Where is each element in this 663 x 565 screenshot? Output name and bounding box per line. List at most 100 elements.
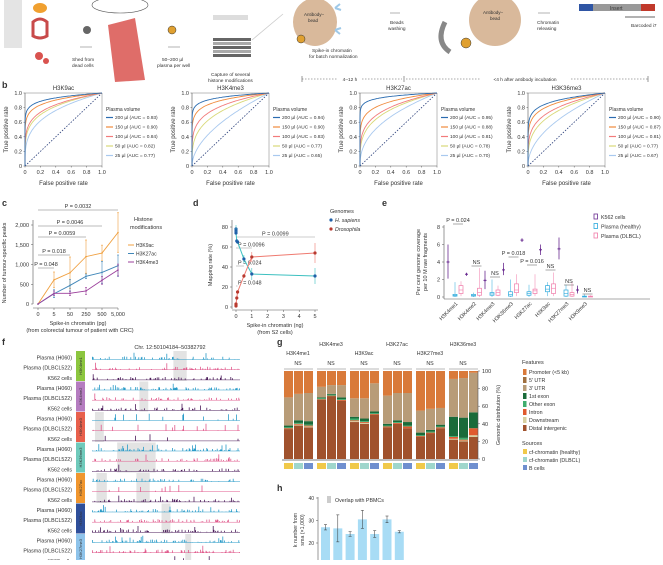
x-axis-label: Spike-in chromatin (pg) [50, 321, 107, 327]
category-label: H3K4me2 [457, 301, 478, 322]
series-line-H3K27ac [38, 266, 118, 304]
bar-segment-3′ UTR [360, 398, 369, 418]
bar-segment-1st exon [350, 417, 359, 419]
sample-label: K562 cells [48, 376, 73, 382]
bar-segment-Downstream [350, 421, 359, 422]
data-point [101, 280, 103, 282]
bar-segment-1st exon [317, 397, 326, 398]
data-point [53, 293, 55, 295]
legend-label: H3K4me3 [136, 260, 158, 266]
y-tick-label: 20 [222, 285, 228, 291]
panel-label-b: b [2, 80, 8, 90]
p-value-label: P = 0.018 [42, 249, 66, 255]
bar-segment-Other exon [284, 427, 293, 428]
x-tick-label: 500 [97, 312, 106, 318]
data-point [234, 231, 237, 234]
legend-title: Genomes [330, 209, 354, 215]
bar-segment-1st exon [327, 394, 336, 395]
legend-swatch [594, 224, 598, 229]
bar-segment-Distal intergenic [416, 437, 425, 459]
group-title: H3K4me1 [286, 351, 310, 357]
bar-segment-Distal intergenic [360, 424, 369, 459]
source-swatch [337, 463, 346, 469]
source-swatch [370, 463, 379, 469]
legend-label: 200 µl (AUC = 0.94) [282, 115, 325, 121]
data-point [37, 303, 39, 305]
bar-segment-Other exon [449, 436, 458, 437]
bar-segment-3′ UTR [449, 379, 458, 417]
x-tick-label: 0.2 [372, 170, 380, 176]
bar-segment-Promoter (<5 kb) [383, 371, 392, 396]
group-title: H3K27ac [386, 342, 408, 348]
y-tick-label: 0 [354, 164, 357, 170]
mark-label: H3K36me3 [78, 447, 83, 468]
bar-segment-3′ UTR [426, 409, 435, 430]
legend-swatch [523, 425, 527, 431]
bar-segment-Other exon [403, 426, 412, 427]
liver-icon [33, 3, 47, 13]
bar-segment-Promoter (<5 kb) [370, 371, 379, 383]
y-tick-label: 1,500 [15, 243, 29, 249]
legend-label: 200 µl (AUC = 0.95) [450, 115, 493, 121]
legend-label: Other exon [529, 402, 555, 408]
bar-segment-Distal intergenic [350, 422, 359, 459]
panel-label-h: h [277, 483, 283, 493]
bar [395, 532, 404, 560]
legend-label: 50 µl (AUC = 0.77) [618, 144, 658, 150]
bar-segment-Intron [449, 437, 458, 439]
nucleosome-icon [461, 38, 471, 48]
bar-segment-Other exon [459, 438, 468, 440]
x-tick-label: 5 [52, 312, 55, 318]
x-tick-label: 0.8 [83, 170, 91, 176]
y-tick-label: 40 [482, 422, 488, 428]
x-tick-label: 1 [250, 314, 253, 320]
x-tick-label: 0.6 [402, 170, 410, 176]
source-swatch [393, 463, 402, 469]
legend-label: Promoter (<5 kb) [529, 370, 569, 376]
data-point [117, 232, 119, 234]
bar-segment-3′ UTR [284, 397, 293, 425]
box [459, 286, 463, 294]
p-value-label: P = 0.0096 [238, 243, 265, 249]
x-tick-label: 0.8 [586, 170, 594, 176]
legend-label: 150 µl (AUC = 0.90) [282, 125, 325, 131]
p-value-label: P = 0.0046 [57, 220, 84, 226]
sample-label: Plasma (H060) [37, 356, 73, 362]
y-tick-label: 1.0 [181, 91, 189, 97]
bar-segment-1st exon [469, 412, 478, 428]
legend-swatch [523, 417, 527, 423]
bar-segment-Intron [459, 440, 468, 441]
bar-segment-Intron [469, 428, 478, 435]
label: Capture of several [211, 72, 250, 78]
legend-label: 3′ UTR [529, 386, 545, 392]
mark-label: H3K9ac [78, 511, 83, 525]
sample-label: Plasma (DLBCL522) [23, 549, 72, 555]
bar-segment-Other exon [304, 425, 313, 426]
bar-segment-Intron [304, 426, 313, 427]
colon-icon [33, 19, 47, 38]
source-swatch [459, 463, 468, 469]
cells-icon [35, 52, 43, 60]
label: 4–12 h [343, 77, 358, 83]
p-value-label: P = 0.0059 [49, 231, 76, 237]
category-label: H3K9me3 [568, 301, 589, 322]
x-tick-label: 0.8 [418, 170, 426, 176]
bar-segment-Distal intergenic [284, 429, 293, 459]
x-axis-label: False positive rate [39, 181, 88, 187]
legend-label: 150 µl (AUC = 0.90) [115, 125, 158, 131]
legend-label: 150 µl (AUC = 0.88) [450, 125, 493, 131]
bar-segment-1st exon [436, 425, 445, 427]
sample-label: Plasma (DLBCL522) [23, 457, 72, 463]
legend-label: 100 µl (AUC = 0.84) [115, 134, 158, 140]
p-value-label: P = 0.024 [446, 218, 470, 224]
source-swatch [360, 463, 369, 469]
signal-track [92, 384, 240, 390]
label: Spike-in chromatin [312, 48, 352, 54]
bar-segment-Promoter (<5 kb) [284, 371, 293, 397]
data-point [313, 274, 316, 277]
legend-label: 25 µl (AUC = 0.65) [282, 153, 322, 159]
label: <4 h after antibody incubation [493, 77, 556, 83]
x-tick-label: 3 [282, 314, 285, 320]
source-swatch [449, 463, 458, 469]
signal-track [92, 485, 240, 492]
